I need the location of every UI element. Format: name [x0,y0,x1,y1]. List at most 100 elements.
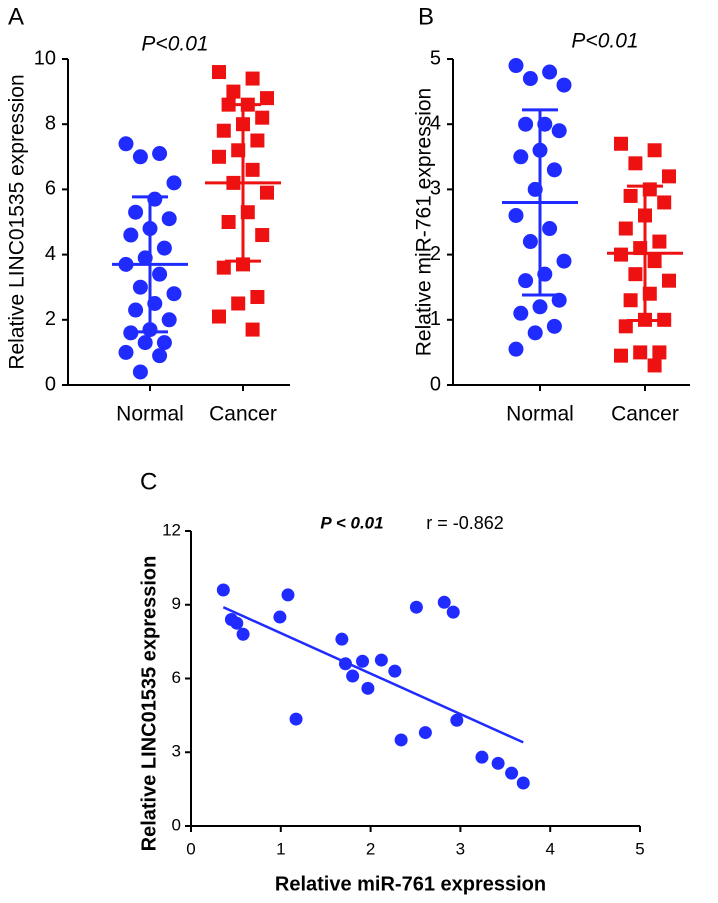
data-point [216,260,231,275]
data-point [260,91,274,106]
data-point [346,669,360,683]
y-tick-label: 6 [45,178,56,200]
data-point [546,162,562,178]
data-point [505,766,519,780]
x-axis-label: Relative miR-761 expression [275,873,546,895]
y-axis-label: Relative LINC01535 expression [6,74,29,369]
y-tick-label: 3 [430,178,441,200]
data-point [128,204,144,220]
data-point [166,286,182,302]
data-point [231,296,246,311]
y-tick-label: 2 [45,308,56,330]
y-tick-label: 0 [45,373,56,395]
x-tick-label: Normal [116,403,184,426]
y-tick-label: 4 [45,243,56,265]
y-axis-label: Relative LINC01535 expression [138,556,160,852]
data-point [628,156,643,171]
data-point [152,348,168,364]
panel-label: A [8,3,24,30]
x-tick-label: 4 [545,839,554,858]
data-point [156,240,172,256]
data-point [221,215,236,229]
data-point [623,188,638,203]
data-point [522,234,538,250]
data-point [255,110,270,125]
data-point [212,309,226,324]
data-point [245,322,260,337]
data-point [132,149,148,165]
data-point [542,64,558,80]
data-point [618,221,633,236]
data-point [245,71,260,86]
data-point [652,234,667,249]
annotation: r = -0.862 [426,513,504,533]
data-point [212,65,226,80]
data-point [250,133,265,148]
data-point [508,58,524,74]
x-tick-label: Cancer [611,403,679,426]
y-tick-label: 12 [162,520,181,539]
data-point [273,610,287,624]
data-point [123,227,139,243]
data-point [255,228,270,243]
regression-line [222,606,524,744]
data-point [618,319,633,334]
y-tick-label: 3 [172,742,181,761]
data-point [518,273,534,289]
data-point [123,325,139,341]
x-tick-label: 0 [186,839,195,858]
data-point [161,211,177,227]
data-point [628,267,643,282]
y-tick-label: 10 [34,47,56,69]
x-tick-label: 5 [635,839,644,858]
data-point [132,364,148,380]
data-point [633,345,648,360]
y-tick-label: 0 [430,373,441,395]
x-tick-label: 2 [366,839,375,858]
x-tick-label: 1 [276,839,285,858]
panel-label: B [418,3,434,30]
data-point [132,279,148,295]
data-point [137,335,153,351]
data-point [166,175,182,191]
data-point [156,335,172,351]
data-point [236,627,250,641]
data-point [418,726,432,740]
data-point [250,289,265,304]
data-point [518,116,534,132]
y-tick-label: 5 [430,47,441,69]
data-point [281,588,295,602]
x-tick-label: Cancer [209,403,277,426]
data-point [118,344,134,360]
data-point [647,358,662,373]
data-point [437,595,451,609]
data-point [394,733,408,747]
data-point [216,123,231,138]
y-tick-label: 6 [172,668,181,687]
data-point [245,162,260,177]
data-point [513,149,529,165]
data-point [662,169,676,184]
data-point [516,776,530,790]
data-point [446,605,460,619]
data-point [657,312,672,327]
data-point [657,195,672,210]
y-tick-label: 8 [45,112,56,134]
data-point [289,712,303,726]
data-point [556,253,572,269]
data-point [527,325,543,341]
data-point [647,254,662,269]
data-point [212,149,226,164]
data-point [647,143,662,158]
annotation: P<0.01 [141,33,208,56]
y-tick-label: 9 [172,594,181,613]
annotation: P<0.01 [571,30,638,53]
data-point [128,302,144,318]
data-point [623,293,638,308]
data-point [508,207,524,223]
x-tick-label: Normal [506,403,574,426]
data-point [662,273,676,288]
data-point [652,345,667,360]
y-tick-label: 0 [172,815,181,834]
